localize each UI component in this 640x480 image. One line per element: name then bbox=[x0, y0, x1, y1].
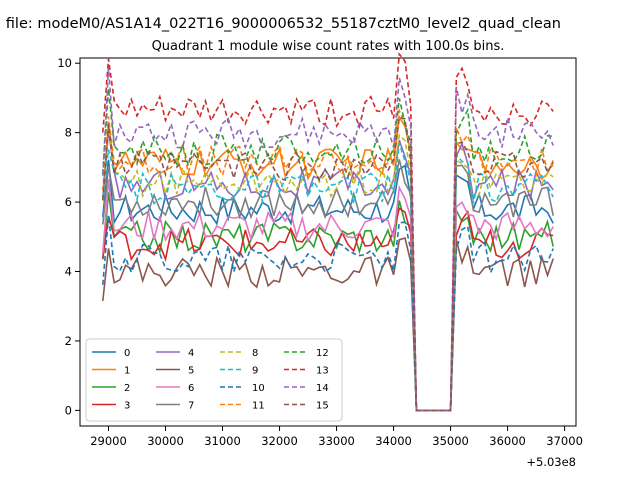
legend-label: 9 bbox=[252, 366, 258, 377]
series-line-4 bbox=[102, 130, 554, 412]
legend-label: 11 bbox=[252, 401, 265, 412]
legend-label: 15 bbox=[316, 401, 329, 412]
x-tick-label: 34000 bbox=[375, 434, 412, 448]
legend-label: 4 bbox=[188, 348, 194, 359]
series-line-3 bbox=[102, 207, 554, 412]
y-tick-label: 6 bbox=[65, 195, 72, 209]
legend-label: 2 bbox=[124, 383, 130, 394]
series-line-9 bbox=[102, 142, 554, 412]
x-tick-label: 35000 bbox=[432, 434, 469, 448]
series-line-10 bbox=[102, 215, 554, 412]
y-axis: 0 2 4 6 8 10 bbox=[57, 56, 80, 417]
x-tick-label: 31000 bbox=[204, 434, 241, 448]
x-tick-label: 37000 bbox=[546, 434, 583, 448]
y-tick-label: 0 bbox=[65, 403, 72, 417]
legend-label: 14 bbox=[316, 383, 329, 394]
series-line-15 bbox=[102, 116, 554, 412]
chart-title: Quadrant 1 module wise count rates with … bbox=[152, 39, 505, 54]
legend-label: 13 bbox=[316, 366, 329, 377]
x-offset-label: +5.03e8 bbox=[526, 455, 576, 469]
series-line-12 bbox=[102, 88, 554, 412]
legend-label: 5 bbox=[188, 366, 194, 377]
x-tick-label: 30000 bbox=[147, 434, 184, 448]
series-line-6 bbox=[102, 179, 554, 412]
series-line-11 bbox=[102, 107, 554, 412]
x-tick-label: 33000 bbox=[318, 434, 355, 448]
series-line-5 bbox=[102, 236, 554, 412]
series-line-0 bbox=[102, 159, 554, 412]
chart-suptitle: n file: modeM0/AS1A14_022T16_9000006532_… bbox=[0, 16, 561, 32]
legend-label: 10 bbox=[252, 383, 265, 394]
x-axis: 29000 30000 31000 32000 33000 34000 35000 36000… bbox=[90, 426, 583, 448]
legend-label: 0 bbox=[124, 348, 130, 359]
y-tick-label: 10 bbox=[57, 56, 72, 70]
legend-label: 6 bbox=[188, 383, 194, 394]
y-tick-label: 2 bbox=[65, 334, 72, 348]
plot-lines bbox=[102, 52, 554, 412]
plot-frame bbox=[79, 57, 577, 427]
x-tick-label: 29000 bbox=[90, 434, 127, 448]
legend-label: 12 bbox=[316, 348, 329, 359]
series-line-13 bbox=[102, 52, 554, 412]
legend-label: 8 bbox=[252, 348, 258, 359]
legend-label: 1 bbox=[124, 366, 130, 377]
y-tick-label: 8 bbox=[65, 126, 72, 140]
legend-label: 3 bbox=[124, 401, 130, 412]
legend-box bbox=[85, 338, 343, 422]
x-tick-label: 36000 bbox=[489, 434, 526, 448]
series-line-14 bbox=[102, 67, 554, 412]
series-line-7 bbox=[102, 159, 554, 412]
y-tick-label: 4 bbox=[65, 265, 72, 279]
legend-label: 7 bbox=[188, 401, 194, 412]
x-tick-label: 32000 bbox=[261, 434, 298, 448]
